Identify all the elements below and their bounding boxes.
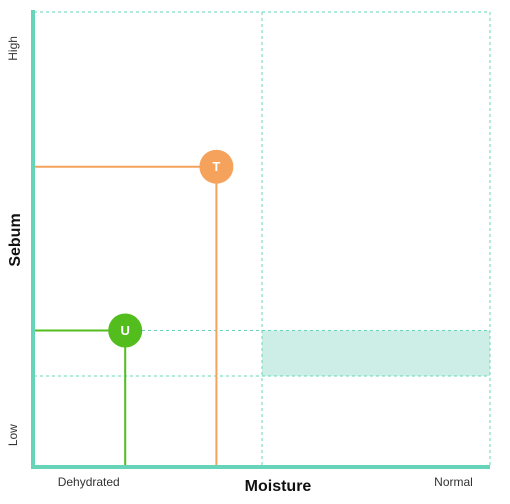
point-label: T xyxy=(212,159,220,174)
y-axis-title: Sebum xyxy=(7,213,24,266)
point xyxy=(108,313,143,348)
point-label: U xyxy=(121,323,130,338)
y-tick-label: Low xyxy=(6,424,20,446)
highlight-region xyxy=(262,330,490,376)
y-tick-label: High xyxy=(6,36,20,61)
x-tick-label: Dehydrated xyxy=(58,475,120,489)
x-axis-title: Moisture xyxy=(245,478,312,495)
point xyxy=(199,149,234,184)
x-tick-label: Normal xyxy=(434,475,473,489)
